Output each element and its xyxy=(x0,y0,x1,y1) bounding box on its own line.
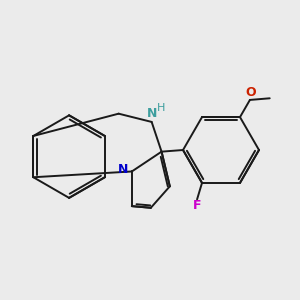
Text: F: F xyxy=(193,199,201,212)
Text: H: H xyxy=(157,103,165,113)
Text: N: N xyxy=(117,163,128,176)
Text: O: O xyxy=(245,86,256,99)
Text: N: N xyxy=(147,107,158,120)
